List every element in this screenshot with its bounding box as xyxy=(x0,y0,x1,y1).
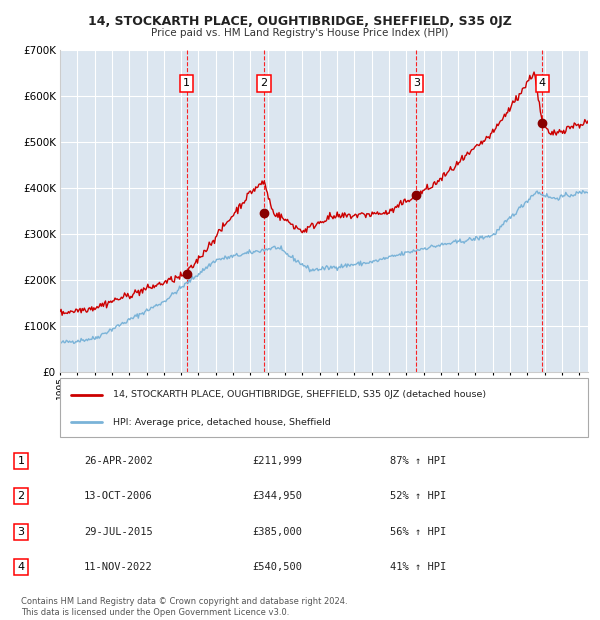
Text: 1: 1 xyxy=(17,456,25,466)
Text: 3: 3 xyxy=(17,526,25,537)
Text: 14, STOCKARTH PLACE, OUGHTIBRIDGE, SHEFFIELD, S35 0JZ (detached house): 14, STOCKARTH PLACE, OUGHTIBRIDGE, SHEFF… xyxy=(113,390,486,399)
Text: £540,500: £540,500 xyxy=(252,562,302,572)
Text: £344,950: £344,950 xyxy=(252,491,302,502)
Text: 2: 2 xyxy=(17,491,25,502)
Text: HPI: Average price, detached house, Sheffield: HPI: Average price, detached house, Shef… xyxy=(113,418,331,427)
Text: 14, STOCKARTH PLACE, OUGHTIBRIDGE, SHEFFIELD, S35 0JZ: 14, STOCKARTH PLACE, OUGHTIBRIDGE, SHEFF… xyxy=(88,16,512,29)
Text: Contains HM Land Registry data © Crown copyright and database right 2024.
This d: Contains HM Land Registry data © Crown c… xyxy=(21,598,347,617)
Text: 11-NOV-2022: 11-NOV-2022 xyxy=(84,562,153,572)
Text: 4: 4 xyxy=(17,562,25,572)
Text: 87% ↑ HPI: 87% ↑ HPI xyxy=(390,456,446,466)
Text: £385,000: £385,000 xyxy=(252,526,302,537)
Text: 29-JUL-2015: 29-JUL-2015 xyxy=(84,526,153,537)
Text: Price paid vs. HM Land Registry's House Price Index (HPI): Price paid vs. HM Land Registry's House … xyxy=(151,28,449,38)
Text: 2: 2 xyxy=(260,79,268,89)
FancyBboxPatch shape xyxy=(60,378,588,437)
Text: 4: 4 xyxy=(539,79,546,89)
Text: 13-OCT-2006: 13-OCT-2006 xyxy=(84,491,153,502)
Text: 3: 3 xyxy=(413,79,420,89)
Text: 56% ↑ HPI: 56% ↑ HPI xyxy=(390,526,446,537)
Text: 52% ↑ HPI: 52% ↑ HPI xyxy=(390,491,446,502)
Text: 1: 1 xyxy=(183,79,190,89)
Text: 26-APR-2002: 26-APR-2002 xyxy=(84,456,153,466)
Text: £211,999: £211,999 xyxy=(252,456,302,466)
Text: 41% ↑ HPI: 41% ↑ HPI xyxy=(390,562,446,572)
